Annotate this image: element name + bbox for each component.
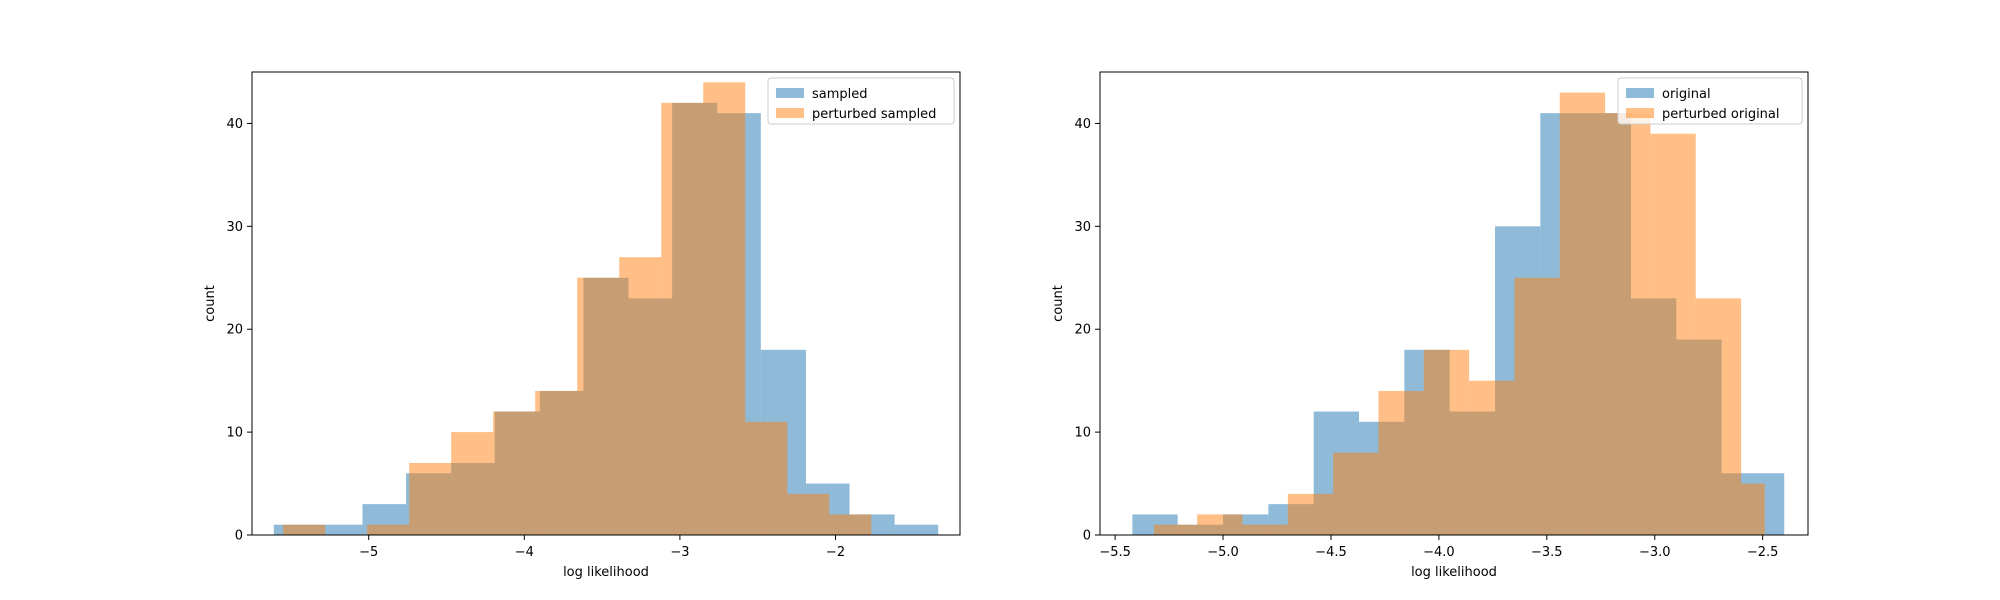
y-tick-label: 30 <box>1074 220 1091 235</box>
legend: sampled perturbed sampled <box>767 77 955 125</box>
x-axis-label: log likelihood <box>563 565 649 580</box>
x-tick-label: −4.0 <box>1423 545 1455 560</box>
y-tick-label: 40 <box>226 117 243 132</box>
x-tick-label: −3.5 <box>1531 545 1563 560</box>
histogram-bar <box>1197 514 1243 535</box>
legend-label: perturbed original <box>1662 107 1780 122</box>
histogram-bar <box>1766 473 1785 535</box>
series-1-bars <box>1153 92 1765 536</box>
right-histogram-panel: −5.5 −5.0 −4.5 −4.0 −3.5 −3.0 −2.5 0 10 20 30 40 log… <box>1051 71 1809 580</box>
legend-label: sampled <box>812 87 868 102</box>
axes-frame <box>1099 71 1809 536</box>
x-tick-label: −3 <box>670 545 689 560</box>
y-tick-label: 40 <box>1074 117 1091 132</box>
series-1-bars <box>283 82 872 536</box>
y-tick-label: 30 <box>226 220 243 235</box>
histogram-bar <box>367 524 410 535</box>
legend-swatch <box>776 108 804 118</box>
histogram-bar <box>1695 298 1742 535</box>
x-tick-label: −3.0 <box>1639 545 1671 560</box>
legend-box <box>767 77 955 125</box>
histogram-bar <box>894 524 939 535</box>
histogram-bar <box>661 102 704 535</box>
legend-label: original <box>1662 87 1711 102</box>
y-axis-label: count <box>1051 285 1066 322</box>
histogram-bar <box>1469 380 1515 535</box>
y-tick-label: 10 <box>1074 426 1091 441</box>
histogram-bar <box>535 390 578 535</box>
x-tick-label: −5.0 <box>1207 545 1239 560</box>
histogram-bar <box>1741 483 1765 535</box>
legend-swatch <box>1626 108 1654 118</box>
histogram-bar <box>745 421 788 535</box>
legend-swatch <box>776 88 804 98</box>
x-axis-label: log likelihood <box>1411 565 1497 580</box>
histogram-bar <box>283 524 326 535</box>
histogram-bar <box>1153 524 1198 535</box>
histogram-bar <box>1605 113 1651 536</box>
x-tick-label: −4 <box>515 545 534 560</box>
histogram-bar <box>1559 92 1606 536</box>
histogram-bar <box>1514 277 1560 535</box>
histogram-bar <box>1333 452 1379 535</box>
x-tick-label: −4.5 <box>1315 545 1347 560</box>
y-axis-label: count <box>203 285 218 322</box>
histogram-bar <box>1378 390 1424 535</box>
legend-box <box>1617 77 1803 125</box>
y-tick-label: 20 <box>1074 323 1091 338</box>
histogram-bar <box>787 493 830 535</box>
x-tick-label: −2.5 <box>1747 545 1779 560</box>
legend-swatch <box>1626 88 1654 98</box>
histogram-bar <box>1287 493 1334 535</box>
histogram-bar <box>1650 133 1696 535</box>
histogram-bar <box>1423 349 1470 535</box>
left-histogram-panel: −5 −4 −3 −2 0 10 20 30 40 log likelihood count samp… <box>203 71 961 580</box>
histogram-bar <box>409 462 452 535</box>
legend: original perturbed original <box>1617 77 1803 125</box>
y-tick-label: 0 <box>235 529 243 544</box>
histogram-bar <box>1242 524 1288 535</box>
histogram-bar <box>829 514 872 535</box>
histogram-bar <box>451 432 494 535</box>
y-tick-label: 0 <box>1083 529 1091 544</box>
histogram-bar <box>577 277 620 535</box>
y-tick-label: 20 <box>226 323 243 338</box>
x-tick-label: −5.5 <box>1099 545 1131 560</box>
legend-label: perturbed sampled <box>812 107 936 122</box>
x-tick-label: −2 <box>826 545 845 560</box>
histogram-bar <box>619 257 662 535</box>
y-tick-label: 10 <box>226 426 243 441</box>
axes-frame <box>251 71 961 536</box>
x-tick-label: −5 <box>359 545 378 560</box>
histogram-bar <box>703 82 746 536</box>
histogram-bar <box>493 411 536 535</box>
